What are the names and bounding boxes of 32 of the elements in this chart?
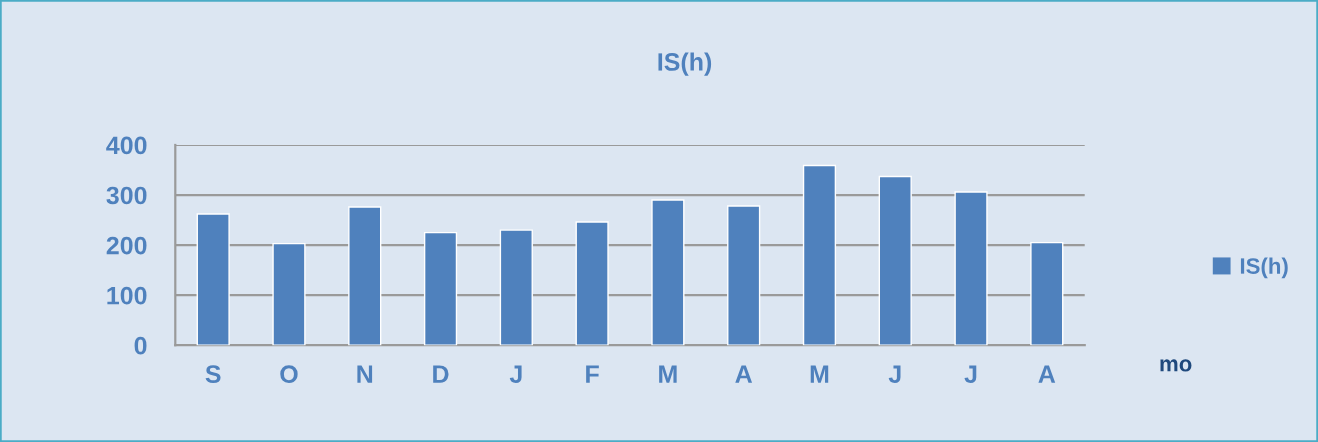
legend-label: IS(h) bbox=[1240, 257, 1288, 279]
bar bbox=[1030, 241, 1064, 346]
bar bbox=[196, 213, 230, 346]
bar bbox=[954, 191, 988, 346]
bar bbox=[802, 164, 837, 346]
bar bbox=[575, 221, 609, 346]
bar bbox=[348, 206, 382, 346]
x-tick-label: M bbox=[810, 365, 829, 383]
x-tick-label: O bbox=[280, 365, 298, 384]
y-tick-label: 0 bbox=[134, 336, 147, 355]
bar bbox=[272, 242, 306, 346]
x-tick-label: J bbox=[509, 365, 522, 384]
bar bbox=[423, 231, 458, 346]
x-axis-title: mo bbox=[1160, 359, 1192, 372]
x-tick-label: A bbox=[1038, 365, 1056, 383]
y-tick-label: 400 bbox=[106, 136, 147, 155]
bar bbox=[651, 199, 685, 346]
x-tick-label: S bbox=[205, 365, 221, 384]
chart-title: IS(h) bbox=[658, 52, 712, 76]
bar bbox=[499, 229, 533, 346]
x-tick-label: D bbox=[433, 365, 449, 383]
bar bbox=[727, 205, 761, 346]
y-tick-label: 200 bbox=[106, 236, 147, 255]
y-tick-label: 300 bbox=[106, 186, 147, 205]
x-tick-label: N bbox=[357, 365, 373, 383]
y-tick-label: 100 bbox=[107, 286, 147, 305]
bar bbox=[878, 175, 912, 346]
x-tick-label: F bbox=[586, 365, 599, 383]
x-tick-label: J bbox=[964, 365, 977, 384]
x-tick-label: A bbox=[735, 365, 753, 383]
x-tick-label: M bbox=[659, 365, 677, 383]
x-tick-label: J bbox=[888, 365, 901, 384]
